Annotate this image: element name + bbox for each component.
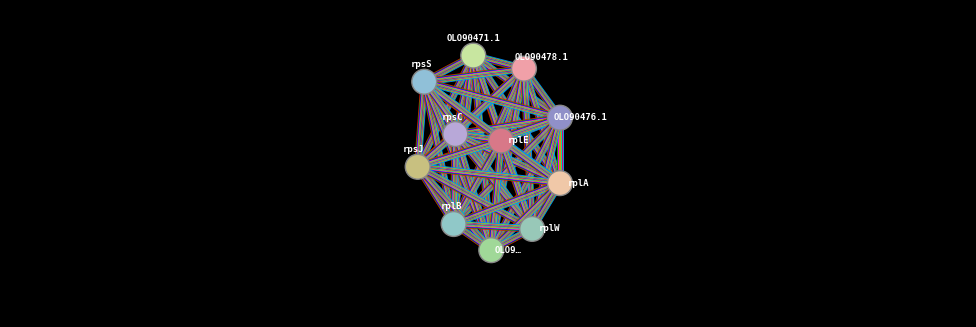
Text: OLO9…: OLO9… bbox=[495, 246, 522, 255]
Circle shape bbox=[441, 212, 467, 236]
Circle shape bbox=[405, 154, 430, 179]
Text: rplB: rplB bbox=[440, 202, 462, 212]
Text: OLO90476.1: OLO90476.1 bbox=[553, 113, 607, 122]
Text: rpsJ: rpsJ bbox=[403, 145, 425, 154]
Circle shape bbox=[412, 69, 436, 94]
Circle shape bbox=[511, 56, 537, 81]
Circle shape bbox=[548, 171, 572, 196]
Text: rpsS: rpsS bbox=[411, 60, 432, 69]
Circle shape bbox=[479, 238, 504, 263]
Text: rplW: rplW bbox=[539, 224, 560, 233]
Circle shape bbox=[461, 43, 486, 68]
Circle shape bbox=[519, 216, 545, 241]
Text: OLO90478.1: OLO90478.1 bbox=[515, 53, 569, 62]
Text: rplA: rplA bbox=[568, 179, 590, 188]
Circle shape bbox=[489, 128, 513, 153]
Text: OLO90471.1: OLO90471.1 bbox=[446, 34, 500, 43]
Circle shape bbox=[548, 105, 572, 130]
Text: rpsC: rpsC bbox=[442, 112, 464, 122]
Text: rplE: rplE bbox=[508, 136, 529, 145]
Circle shape bbox=[443, 122, 468, 146]
